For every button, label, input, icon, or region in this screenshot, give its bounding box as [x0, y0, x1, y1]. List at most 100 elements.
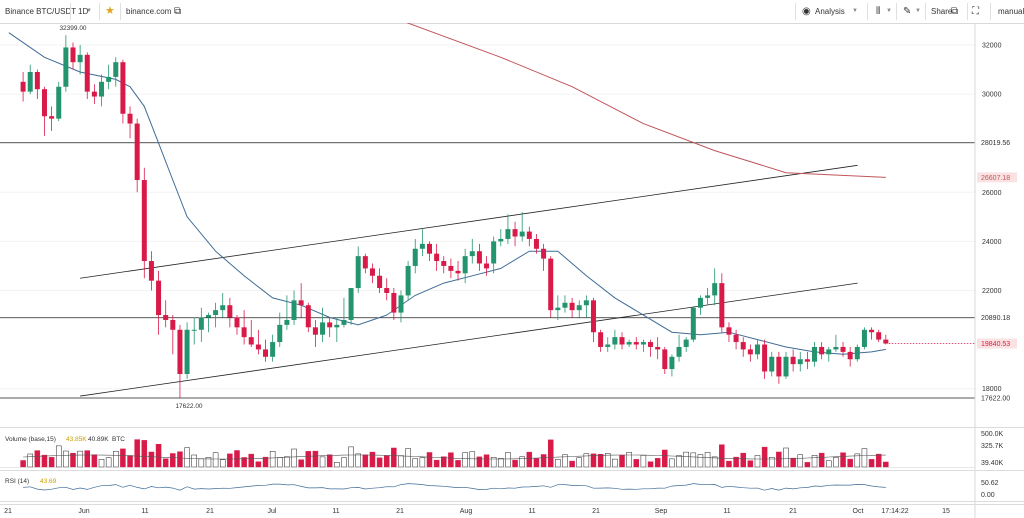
time-tick-label: Jun	[78, 508, 89, 515]
volume-bar	[433, 459, 440, 468]
candle-body	[569, 302, 575, 311]
candle-body	[726, 327, 732, 335]
volume-bar	[711, 456, 718, 468]
candle-body	[362, 256, 368, 269]
volume-bar	[519, 456, 525, 468]
eye-icon[interactable]: ◉	[802, 6, 811, 17]
candle-body	[34, 72, 40, 90]
volume-bar	[376, 457, 383, 468]
rsi-label: RSI (14)	[5, 478, 29, 485]
mode-selector[interactable]: manual	[998, 7, 1024, 16]
price-chart[interactable]: 3200030000280002600024000220001800026607…	[0, 23, 1024, 518]
symbol-selector[interactable]: Binance BTC/USDT	[5, 7, 77, 16]
volume-bar	[662, 449, 668, 468]
price-tag-level-high: 28019.56	[981, 140, 1010, 147]
candle-body	[84, 54, 90, 92]
chevron-down-icon[interactable]: ▼	[915, 8, 921, 14]
candle-body	[476, 251, 482, 264]
ma-slow-line	[406, 23, 886, 178]
candle-body	[63, 47, 69, 87]
volume-bar	[241, 457, 247, 468]
time-tick-label: 11	[332, 508, 339, 515]
candle-body	[77, 54, 83, 63]
candle-body	[769, 356, 775, 372]
candle-body	[434, 253, 440, 262]
time-tick-label: 11	[723, 508, 730, 515]
fullscreen-icon[interactable]: ⛶	[972, 6, 979, 17]
volume-bar	[498, 458, 504, 468]
volume-bar	[426, 452, 433, 468]
volume-bar	[597, 454, 604, 468]
candle-body	[469, 251, 475, 257]
candle-body	[49, 116, 55, 119]
external-link-icon[interactable]: ⧉	[174, 6, 182, 17]
share-button[interactable]: Share	[931, 7, 953, 16]
chart-style-icon[interactable]: ⫴	[876, 6, 881, 17]
volume-tick-label: 500.0K	[981, 431, 1004, 438]
candle-body	[598, 332, 604, 347]
volume-bar	[483, 454, 490, 468]
candle-body	[70, 47, 76, 63]
volume-bar	[398, 455, 404, 468]
volume-bar	[405, 448, 411, 468]
candle-body	[783, 356, 789, 377]
volume-bar	[669, 458, 675, 468]
volume-value: 40.89K	[88, 436, 109, 443]
price-tag-bg	[977, 312, 1017, 323]
chevron-down-icon[interactable]: ▼	[886, 8, 892, 14]
candle-body	[405, 265, 411, 296]
volume-bar	[63, 450, 69, 468]
volume-bar	[861, 448, 868, 468]
timeframe-selector[interactable]: 1D	[78, 7, 89, 16]
level-lines	[0, 142, 975, 399]
volume-bar	[191, 454, 197, 468]
volume-bar	[761, 446, 768, 468]
candle-body	[441, 261, 447, 266]
volume-bar	[875, 453, 882, 468]
volume-bar	[269, 451, 276, 468]
candle-body	[626, 342, 632, 345]
volume-bar	[362, 454, 369, 468]
separator	[70, 3, 71, 20]
candle-body	[869, 329, 875, 333]
candle-body	[505, 229, 511, 239]
candle-body	[248, 337, 254, 345]
candle-body	[747, 349, 753, 355]
volume-bar	[205, 457, 212, 468]
candle-body	[270, 342, 276, 357]
share-link-icon[interactable]: ⧉	[951, 6, 959, 17]
chevron-down-icon[interactable]: ▼	[852, 8, 858, 14]
volume-bar	[77, 450, 83, 468]
separator	[99, 3, 100, 20]
candle-body	[733, 334, 739, 343]
volume-bar	[369, 451, 376, 468]
candle-body	[20, 81, 26, 92]
time-tick-label: 11	[141, 508, 148, 515]
volume-bar	[854, 453, 861, 468]
favorite-star-icon[interactable]: ★	[105, 5, 115, 17]
candle-body	[419, 243, 425, 249]
separator	[967, 3, 968, 20]
analysis-button[interactable]: Analysis	[815, 7, 845, 16]
source-link[interactable]: binance.com	[126, 7, 172, 16]
time-tick-label: 21	[789, 508, 797, 515]
price-tick-label: 26000	[982, 190, 1002, 197]
pencil-icon[interactable]: ✎	[903, 6, 912, 17]
price-grid	[0, 44, 975, 390]
candle-body	[605, 344, 611, 347]
candle-body	[533, 238, 539, 249]
chart-toolbar: Binance BTC/USDT 1D ▼ ★ binance.com ⧉ ◉ …	[0, 0, 1024, 24]
volume-bar	[540, 454, 547, 468]
time-tick-label: 15	[942, 508, 950, 515]
chevron-down-icon[interactable]: ▼	[86, 8, 92, 14]
candle-body	[861, 329, 867, 347]
volume-bar	[277, 457, 283, 468]
candle-body	[633, 342, 639, 345]
candle-body	[640, 342, 646, 345]
volume-bar	[590, 453, 597, 468]
candle-body	[148, 261, 154, 281]
volume-bar	[305, 451, 312, 468]
candle-body	[305, 305, 311, 328]
candle-body	[163, 315, 169, 320]
volume-bar	[619, 454, 625, 468]
